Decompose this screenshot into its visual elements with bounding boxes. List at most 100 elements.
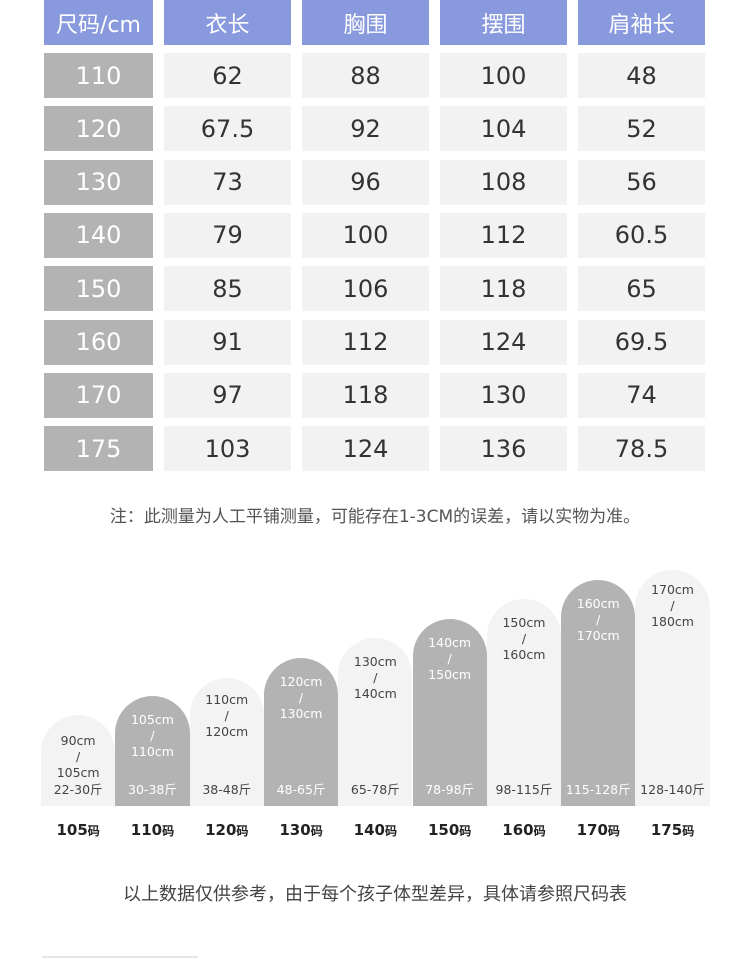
table-cell-hem: 108 <box>440 159 567 205</box>
height-separator: / <box>447 651 452 666</box>
table-cell-chest: 118 <box>302 372 429 418</box>
height-separator: / <box>521 631 527 646</box>
header-chest: 胸围 <box>302 0 429 45</box>
table-cell-sleeve: 65 <box>578 266 705 312</box>
table-cell-sleeve: 60.5 <box>578 212 705 258</box>
height-from: 90cm <box>60 733 96 748</box>
weight-range: 38-48斤 <box>202 782 252 797</box>
height-range: 150cm/160cm <box>487 615 561 663</box>
height-arch: 140cm/150cm 78-98斤 <box>412 619 487 806</box>
height-range: 105cm/110cm <box>115 712 189 760</box>
height-range: 90cm/105cm <box>41 733 115 781</box>
size-cell: 110 <box>44 53 153 98</box>
table-cell-chest: 106 <box>302 266 429 312</box>
table-cell-length: 73 <box>164 159 291 205</box>
height-range: 140cm/150cm <box>413 635 487 683</box>
size-cell: 160 <box>44 319 153 365</box>
height-to: 170cm <box>576 628 620 643</box>
table-cell-length: 62 <box>164 53 291 98</box>
height-arch: 120cm/130cm 48-65斤 <box>263 658 339 806</box>
size-unit: 码 <box>310 824 323 838</box>
size-column-150: 140cm/150cm 78-98斤 <box>412 619 487 806</box>
size-label: 150码 <box>413 821 487 839</box>
size-unit: 码 <box>533 824 546 838</box>
height-separator: / <box>373 670 378 685</box>
weight-range: 128-140斤 <box>640 782 705 797</box>
table-cell-sleeve: 69.5 <box>578 319 705 365</box>
header-length: 衣长 <box>164 0 291 45</box>
height-arch: 160cm/170cm 115-128斤 <box>561 580 636 806</box>
size-cell: 120 <box>44 106 153 152</box>
size-column-160: 150cm/160cm 98-115斤 <box>486 599 562 806</box>
height-arch: 170cm/180cm 128-140斤 <box>635 570 710 806</box>
size-unit: 码 <box>162 824 175 838</box>
height-separator: / <box>596 612 601 627</box>
header-size: 尺码/cm <box>44 0 153 45</box>
weight-range: 78-98斤 <box>425 782 475 797</box>
size-cell: 150 <box>44 266 153 312</box>
table-cell-hem: 100 <box>440 53 567 98</box>
height-from: 130cm <box>353 654 397 669</box>
table-cell-chest: 92 <box>302 106 429 152</box>
table-cell-sleeve: 56 <box>578 159 705 205</box>
size-unit: 码 <box>459 824 472 838</box>
size-number: 140 <box>353 821 385 839</box>
weight-range: 115-128斤 <box>565 782 631 797</box>
height-range: 120cm/130cm <box>264 674 338 722</box>
size-unit: 码 <box>87 824 100 838</box>
size-unit: 码 <box>384 824 397 838</box>
weight-range: 22-30斤 <box>53 782 103 797</box>
size-label: 105码 <box>41 821 115 839</box>
size-column-140: 130cm/140cm 65-78斤 <box>338 638 413 806</box>
height-to: 140cm <box>353 686 397 701</box>
size-label: 120码 <box>190 821 264 839</box>
size-number: 160 <box>502 821 534 839</box>
height-from: 110cm <box>205 692 249 707</box>
size-label: 130码 <box>264 821 338 839</box>
height-to: 120cm <box>205 724 249 739</box>
footer-note: 以上数据仅供参考，由于每个孩子体型差异，具体请参照尺码表 <box>123 884 627 905</box>
height-from: 105cm <box>130 712 174 727</box>
table-cell-hem: 124 <box>440 319 567 365</box>
table-cell-chest: 112 <box>302 319 429 365</box>
height-weight-chart: 90cm/105cm 22-30斤 105码 105cm/110cm 30-38斤 110… <box>0 560 750 860</box>
size-column-105: 90cm/105cm 22-30斤 <box>41 715 116 806</box>
height-range: 110cm/120cm <box>190 692 264 740</box>
size-cell: 175 <box>44 426 153 472</box>
size-number: 105 <box>56 821 88 839</box>
height-arch: 90cm/105cm 22-30斤 <box>41 715 116 806</box>
height-from: 170cm <box>651 582 694 597</box>
table-cell-length: 103 <box>164 426 291 472</box>
divider <box>42 956 198 958</box>
height-to: 160cm <box>502 647 546 662</box>
size-table: 尺码/cm 衣长 胸围 摆围 肩袖长 110 62 88 100 48 120 67.5 92 104 52… <box>44 0 705 472</box>
size-unit: 码 <box>236 824 249 838</box>
table-cell-sleeve: 78.5 <box>578 426 705 472</box>
table-cell-length: 97 <box>164 372 291 418</box>
measurement-note: 注：此测量为人工平铺测量，可能存在1-3CM的误差，请以实物为准。 <box>109 507 641 527</box>
size-unit: 码 <box>607 824 620 838</box>
size-number: 110 <box>130 821 163 839</box>
size-cell: 170 <box>44 372 153 418</box>
height-from: 160cm <box>576 596 620 611</box>
table-cell-hem: 112 <box>440 212 567 258</box>
table-cell-sleeve: 74 <box>578 372 705 418</box>
header-hem: 摆围 <box>440 0 567 45</box>
weight-range: 98-115斤 <box>495 782 553 797</box>
height-from: 150cm <box>502 615 546 630</box>
table-cell-sleeve: 48 <box>578 53 705 98</box>
size-label: 110码 <box>115 821 189 839</box>
size-label: 140码 <box>338 821 412 839</box>
height-to: 180cm <box>651 614 694 629</box>
size-unit: 码 <box>682 824 695 838</box>
table-cell-hem: 136 <box>440 426 567 472</box>
height-to: 110cm <box>130 744 174 759</box>
table-cell-length: 85 <box>164 266 291 312</box>
size-column-170: 160cm/170cm 115-128斤 <box>561 580 636 806</box>
weight-range: 30-38斤 <box>128 782 177 797</box>
weight-range: 65-78斤 <box>350 782 400 797</box>
height-arch: 150cm/160cm 98-115斤 <box>486 599 562 806</box>
table-cell-chest: 100 <box>302 212 429 258</box>
size-column-120: 110cm/120cm 38-48斤 <box>189 678 264 806</box>
height-arch: 130cm/140cm 65-78斤 <box>338 638 413 806</box>
